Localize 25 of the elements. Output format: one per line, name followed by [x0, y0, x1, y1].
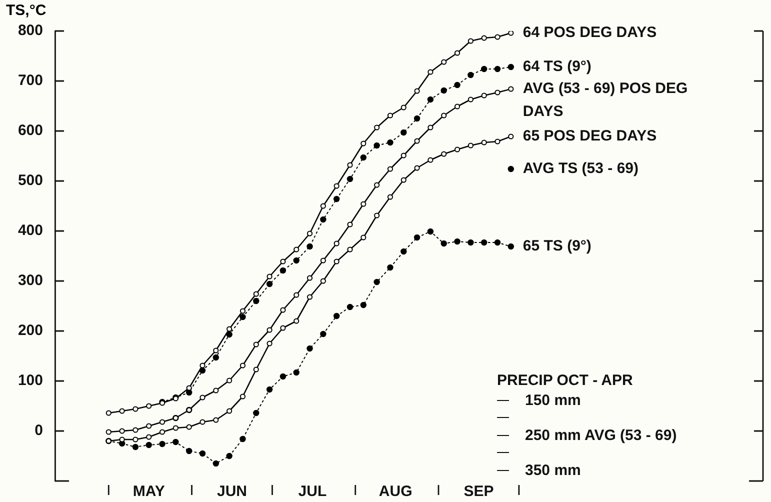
- x-tick-label: JUL: [298, 483, 327, 500]
- x-tick-label: JUN: [216, 483, 248, 500]
- y-tick-label: 500: [18, 172, 43, 190]
- series-label: 64 TS (9°): [522, 58, 592, 76]
- series-label: 64 POS DEG DAYS: [522, 24, 657, 42]
- y-tick-label: 400: [18, 222, 43, 240]
- annotation: PRECIP OCT - APR: [497, 372, 633, 390]
- y-tick-label: 0: [34, 422, 43, 440]
- series-label: AVG TS (53 - 69): [522, 160, 639, 178]
- y-tick-label: 200: [18, 322, 43, 340]
- series-label: 65 TS (9°): [522, 238, 592, 255]
- annotation: 350 mm: [525, 462, 581, 479]
- series-label: 65 POS DEG DAYS: [522, 128, 657, 145]
- annotation: 250 mm AVG (53 - 69): [525, 426, 677, 444]
- y-axis-title: TS,°C: [6, 2, 46, 19]
- x-tick-label: SEP: [464, 483, 494, 500]
- x-tick-label: AUG: [378, 483, 412, 500]
- annotation: 150 mm: [525, 392, 581, 409]
- series-label: AVG (53 - 69) POS DEG DAYS: [522, 80, 688, 120]
- y-tick-label: 100: [18, 372, 43, 390]
- y-tick-label: 800: [18, 22, 43, 40]
- y-tick-label: 700: [18, 72, 43, 90]
- y-tick-label: 300: [18, 272, 43, 290]
- x-tick-label: MAY: [132, 483, 165, 500]
- y-tick-label: 600: [18, 122, 43, 140]
